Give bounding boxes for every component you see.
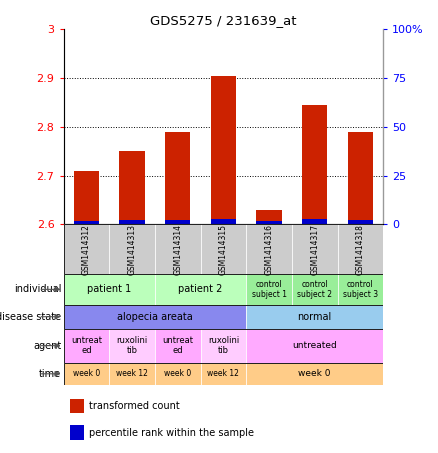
Bar (109, 329, 155, 362)
Bar (201, 224, 246, 274)
Bar (74, 171, 99, 224)
Bar (246, 329, 383, 362)
Bar (64, 329, 109, 362)
Text: GSM1414317: GSM1414317 (310, 224, 319, 275)
Bar (109, 362, 155, 385)
Bar (292, 224, 338, 274)
Bar (71, 425, 84, 440)
Bar (246, 362, 383, 385)
Bar (64, 274, 155, 305)
Text: ruxolini
tib: ruxolini tib (208, 336, 239, 355)
Bar (211, 219, 236, 224)
Bar (64, 304, 246, 329)
Bar (348, 220, 373, 224)
Bar (155, 274, 246, 305)
Bar (165, 132, 190, 224)
Text: alopecia areata: alopecia areata (117, 312, 193, 322)
Text: week 12: week 12 (208, 369, 239, 378)
Bar (302, 219, 327, 224)
Text: control
subject 2: control subject 2 (297, 280, 332, 299)
Bar (120, 151, 145, 224)
Bar (165, 220, 190, 224)
Bar (246, 304, 383, 329)
Text: disease state: disease state (0, 312, 61, 322)
Text: GSM1414314: GSM1414314 (173, 224, 182, 275)
Bar (109, 224, 155, 274)
Text: control
subject 3: control subject 3 (343, 280, 378, 299)
Text: patient 1: patient 1 (87, 284, 131, 294)
Bar (211, 76, 236, 224)
Text: percentile rank within the sample: percentile rank within the sample (88, 428, 254, 438)
Bar (246, 224, 292, 274)
Bar (246, 274, 292, 305)
Bar (292, 274, 338, 305)
Bar (257, 210, 282, 224)
Bar (155, 329, 201, 362)
Bar (338, 224, 383, 274)
Text: untreated: untreated (292, 341, 337, 350)
Text: normal: normal (297, 312, 332, 322)
Bar (257, 221, 282, 224)
Bar (338, 274, 383, 305)
Bar (64, 362, 383, 385)
Bar (120, 220, 145, 224)
Text: individual: individual (14, 284, 61, 294)
Bar (201, 362, 246, 385)
Text: patient 2: patient 2 (178, 284, 223, 294)
Text: untreat
ed: untreat ed (71, 336, 102, 355)
Text: ruxolini
tib: ruxolini tib (117, 336, 148, 355)
Text: transformed count: transformed count (88, 401, 180, 411)
Bar (201, 329, 246, 362)
Text: GSM1414315: GSM1414315 (219, 224, 228, 275)
Text: GSM1414318: GSM1414318 (356, 224, 365, 275)
Text: agent: agent (33, 341, 61, 351)
Text: GSM1414313: GSM1414313 (127, 224, 137, 275)
Bar (64, 274, 383, 305)
Bar (302, 105, 327, 224)
Bar (71, 399, 84, 414)
Text: GSM1414316: GSM1414316 (265, 224, 274, 275)
Bar (64, 224, 109, 274)
Bar (155, 224, 201, 274)
Bar (64, 304, 383, 329)
Text: week 0: week 0 (73, 369, 100, 378)
Bar (348, 132, 373, 224)
Title: GDS5275 / 231639_at: GDS5275 / 231639_at (150, 14, 297, 27)
Text: time: time (39, 369, 61, 379)
Bar (64, 362, 109, 385)
Text: untreat
ed: untreat ed (162, 336, 193, 355)
Text: week 0: week 0 (164, 369, 191, 378)
Bar (64, 224, 383, 274)
Text: week 0: week 0 (298, 369, 331, 378)
Text: week 12: week 12 (116, 369, 148, 378)
Bar (64, 329, 383, 362)
Bar (155, 362, 201, 385)
Bar (74, 221, 99, 224)
Text: GSM1414312: GSM1414312 (82, 224, 91, 275)
Text: control
subject 1: control subject 1 (251, 280, 286, 299)
